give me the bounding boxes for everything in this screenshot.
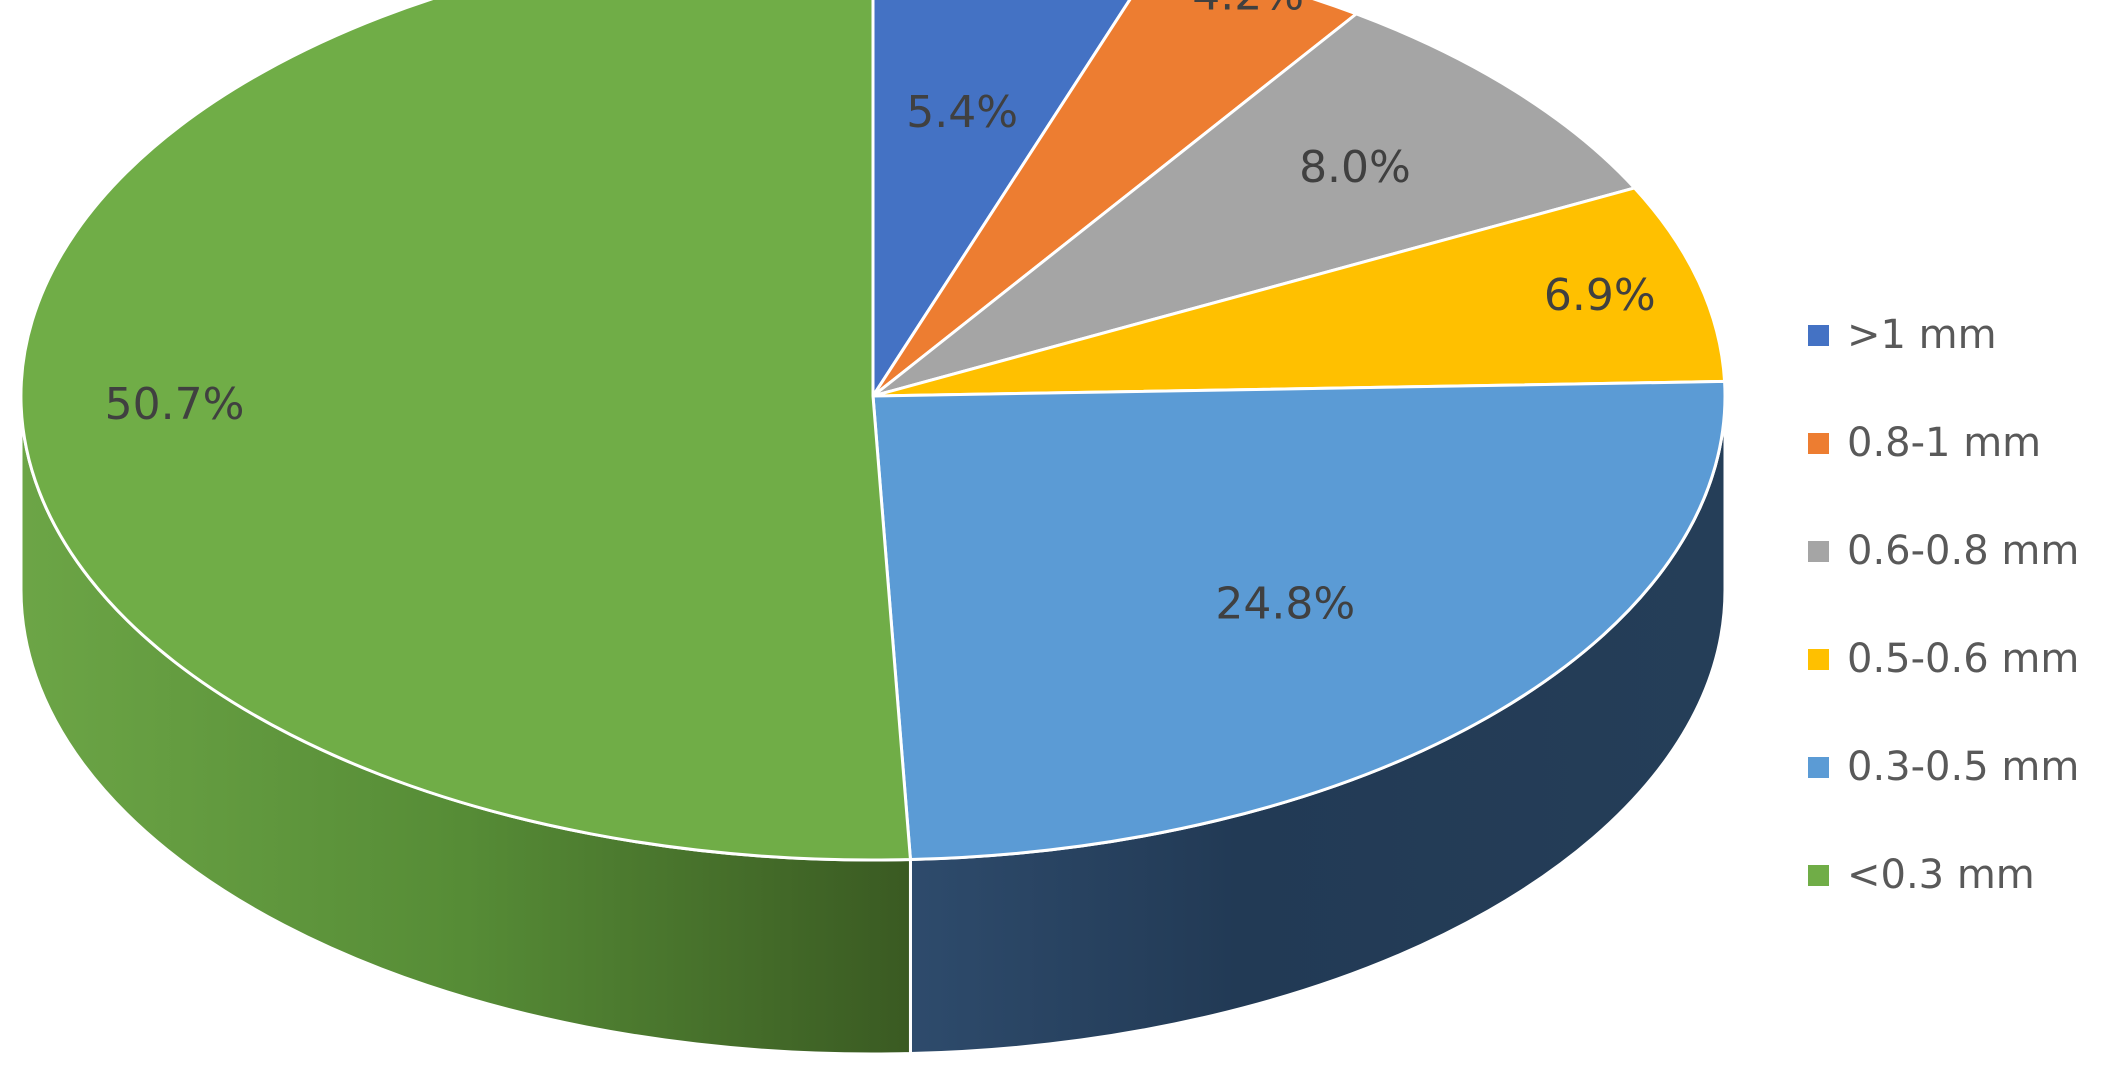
legend-item: >1 mm — [1808, 281, 2118, 389]
pie-slice-4 — [871, 379, 1727, 862]
pie-slices — [19, 0, 1727, 862]
data-label-5: 50.7% — [105, 379, 245, 430]
legend-label: 0.6-0.8 mm — [1847, 528, 2080, 574]
pie-slice-1 — [871, 0, 1358, 398]
legend-item: 0.8-1 mm — [1808, 389, 2118, 497]
legend-swatch — [1808, 540, 1829, 562]
legend-swatch — [1808, 756, 1829, 778]
legend-label: >1 mm — [1847, 312, 1997, 358]
pie-slice-5 — [19, 0, 912, 862]
pie-data-labels: 5.4% 4.2% 8.0% 6.9% 24.8% 50.7% — [105, 0, 1656, 630]
legend-swatch — [1808, 864, 1829, 886]
data-label-3: 6.9% — [1544, 270, 1656, 321]
legend-swatch — [1808, 324, 1829, 346]
legend: >1 mm 0.8-1 mm 0.6-0.8 mm 0.5-0.6 mm 0.3… — [1808, 281, 2118, 929]
legend-label: <0.3 mm — [1847, 852, 2035, 898]
legend-label: 0.3-0.5 mm — [1847, 744, 2080, 790]
data-label-0: 5.4% — [906, 87, 1018, 138]
pie-slice-2 — [871, 12, 1637, 398]
legend-item: <0.3 mm — [1808, 821, 2118, 929]
legend-swatch — [1808, 648, 1829, 670]
pie-slice-3 — [871, 186, 1727, 398]
data-label-1: 4.2% — [1192, 0, 1304, 20]
legend-item: 0.6-0.8 mm — [1808, 497, 2118, 605]
legend-label: 0.5-0.6 mm — [1847, 636, 2080, 682]
legend-label: 0.8-1 mm — [1847, 420, 2042, 466]
legend-item: 0.5-0.6 mm — [1808, 605, 2118, 713]
data-label-2: 8.0% — [1299, 142, 1411, 193]
legend-item: 0.3-0.5 mm — [1808, 713, 2118, 821]
data-label-4: 24.8% — [1215, 579, 1355, 630]
legend-swatch — [1808, 432, 1829, 454]
